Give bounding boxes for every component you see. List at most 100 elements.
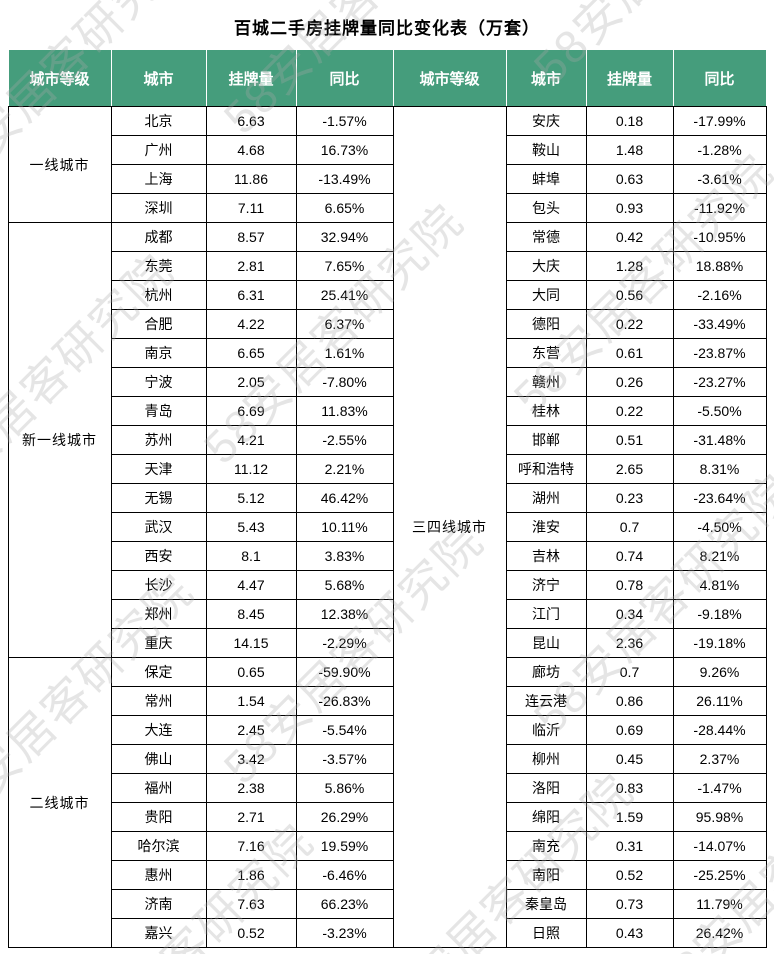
table-row: 西安 8.1 3.83% 吉林 0.74 8.21% bbox=[8, 541, 767, 571]
volume-cell: 0.78 bbox=[585, 570, 674, 600]
table-row: 佛山 3.42 -3.57% 柳州 0.45 2.37% bbox=[8, 744, 767, 774]
city-cell: 廊坊 bbox=[505, 657, 587, 687]
yoy-cell: -28.44% bbox=[672, 715, 767, 745]
city-cell: 济南 bbox=[110, 889, 207, 919]
yoy-cell: 16.73% bbox=[295, 135, 394, 165]
volume-cell: 4.68 bbox=[205, 135, 297, 165]
table-row: 深圳 7.11 6.65% 包头 0.93 -11.92% bbox=[8, 193, 767, 223]
city-cell: 贵阳 bbox=[110, 802, 207, 832]
yoy-cell: -11.92% bbox=[672, 193, 767, 223]
volume-cell: 0.69 bbox=[585, 715, 674, 745]
volume-cell: 0.22 bbox=[585, 396, 674, 426]
city-cell: 大庆 bbox=[505, 251, 587, 281]
yoy-cell: 6.65% bbox=[295, 193, 394, 223]
yoy-cell: 2.21% bbox=[295, 454, 394, 484]
yoy-cell: -5.50% bbox=[672, 396, 767, 426]
table-row: 东莞 2.81 7.65% 大庆 1.28 18.88% bbox=[8, 251, 767, 281]
yoy-cell: 66.23% bbox=[295, 889, 394, 919]
volume-cell: 0.52 bbox=[585, 860, 674, 890]
yoy-cell: 1.61% bbox=[295, 338, 394, 368]
city-cell: 上海 bbox=[110, 164, 207, 194]
yoy-cell: 26.29% bbox=[295, 802, 394, 832]
volume-cell: 1.48 bbox=[585, 135, 674, 165]
city-cell: 西安 bbox=[110, 541, 207, 571]
volume-cell: 1.54 bbox=[205, 686, 297, 716]
city-cell: 佛山 bbox=[110, 744, 207, 774]
header-city-tier-right: 城市等级 bbox=[392, 49, 507, 107]
volume-cell: 0.42 bbox=[585, 222, 674, 252]
yoy-cell: 11.79% bbox=[672, 889, 767, 919]
volume-cell: 7.63 bbox=[205, 889, 297, 919]
table-row: 广州 4.68 16.73% 鞍山 1.48 -1.28% bbox=[8, 135, 767, 165]
volume-cell: 0.63 bbox=[585, 164, 674, 194]
yoy-cell: 8.31% bbox=[672, 454, 767, 484]
city-cell: 成都 bbox=[110, 222, 207, 252]
table-row: 福州 2.38 5.86% 洛阳 0.83 -1.47% bbox=[8, 773, 767, 803]
city-cell: 济宁 bbox=[505, 570, 587, 600]
yoy-cell: -23.64% bbox=[672, 483, 767, 513]
table-row: 宁波 2.05 -7.80% 赣州 0.26 -23.27% bbox=[8, 367, 767, 397]
city-cell: 东营 bbox=[505, 338, 587, 368]
table-row: 苏州 4.21 -2.55% 邯郸 0.51 -31.48% bbox=[8, 425, 767, 455]
table-row: 天津 11.12 2.21% 呼和浩特 2.65 8.31% bbox=[8, 454, 767, 484]
table-header: 城市等级 城市 挂牌量 同比 城市等级 城市 挂牌量 同比 bbox=[7, 49, 767, 107]
table-row: 哈尔滨 7.16 19.59% 南充 0.31 -14.07% bbox=[8, 831, 767, 861]
yoy-cell: -23.87% bbox=[672, 338, 767, 368]
volume-cell: 2.38 bbox=[205, 773, 297, 803]
volume-cell: 2.65 bbox=[585, 454, 674, 484]
yoy-cell: -59.90% bbox=[295, 657, 394, 687]
volume-cell: 0.65 bbox=[205, 657, 297, 687]
volume-cell: 0.52 bbox=[205, 918, 297, 948]
city-cell: 鞍山 bbox=[505, 135, 587, 165]
tier-cell: 三四线城市 bbox=[392, 106, 507, 948]
city-cell: 秦皇岛 bbox=[505, 889, 587, 919]
volume-cell: 11.12 bbox=[205, 454, 297, 484]
volume-cell: 0.73 bbox=[585, 889, 674, 919]
yoy-cell: 7.65% bbox=[295, 251, 394, 281]
city-cell: 常德 bbox=[505, 222, 587, 252]
tier-cell: 一线城市 bbox=[7, 106, 112, 223]
volume-cell: 0.93 bbox=[585, 193, 674, 223]
yoy-cell: -14.07% bbox=[672, 831, 767, 861]
table-row: 南京 6.65 1.61% 东营 0.61 -23.87% bbox=[8, 338, 767, 368]
city-cell: 保定 bbox=[110, 657, 207, 687]
yoy-cell: -17.99% bbox=[672, 106, 767, 136]
volume-cell: 2.45 bbox=[205, 715, 297, 745]
header-yoy-right: 同比 bbox=[672, 49, 767, 107]
header-volume-left: 挂牌量 bbox=[205, 49, 297, 107]
city-cell: 邯郸 bbox=[505, 425, 587, 455]
city-cell: 临沂 bbox=[505, 715, 587, 745]
yoy-cell: 2.37% bbox=[672, 744, 767, 774]
volume-cell: 11.86 bbox=[205, 164, 297, 194]
volume-cell: 0.23 bbox=[585, 483, 674, 513]
yoy-cell: 3.83% bbox=[295, 541, 394, 571]
city-cell: 江门 bbox=[505, 599, 587, 629]
table-row: 杭州 6.31 25.41% 大同 0.56 -2.16% bbox=[8, 280, 767, 310]
table-row: 新一线城市 成都 8.57 32.94% 常德 0.42 -10.95% bbox=[7, 222, 767, 658]
volume-cell: 5.12 bbox=[205, 483, 297, 513]
table-row: 长沙 4.47 5.68% 济宁 0.78 4.81% bbox=[8, 570, 767, 600]
city-cell: 重庆 bbox=[110, 628, 207, 658]
city-cell: 无锡 bbox=[110, 483, 207, 513]
city-cell: 武汉 bbox=[110, 512, 207, 542]
volume-cell: 0.7 bbox=[585, 512, 674, 542]
city-cell: 南阳 bbox=[505, 860, 587, 890]
table-row: 一线城市 北京 6.63 -1.57% 三四线城市 安庆 0.18 -17.99% bbox=[7, 106, 767, 948]
volume-cell: 2.71 bbox=[205, 802, 297, 832]
city-cell: 大同 bbox=[505, 280, 587, 310]
listing-table: 城市等级 城市 挂牌量 同比 城市等级 城市 挂牌量 同比 一线城市 北京 6.63… bbox=[7, 49, 767, 948]
volume-cell: 0.51 bbox=[585, 425, 674, 455]
volume-cell: 1.86 bbox=[205, 860, 297, 890]
volume-cell: 0.7 bbox=[585, 657, 674, 687]
volume-cell: 2.36 bbox=[585, 628, 674, 658]
header-volume-right: 挂牌量 bbox=[585, 49, 674, 107]
yoy-cell: -31.48% bbox=[672, 425, 767, 455]
table-row: 嘉兴 0.52 -3.23% 日照 0.43 26.42% bbox=[8, 918, 767, 948]
volume-cell: 6.31 bbox=[205, 280, 297, 310]
volume-cell: 0.74 bbox=[585, 541, 674, 571]
city-cell: 郑州 bbox=[110, 599, 207, 629]
city-cell: 淮安 bbox=[505, 512, 587, 542]
yoy-cell: 4.81% bbox=[672, 570, 767, 600]
city-cell: 蚌埠 bbox=[505, 164, 587, 194]
volume-cell: 7.11 bbox=[205, 193, 297, 223]
